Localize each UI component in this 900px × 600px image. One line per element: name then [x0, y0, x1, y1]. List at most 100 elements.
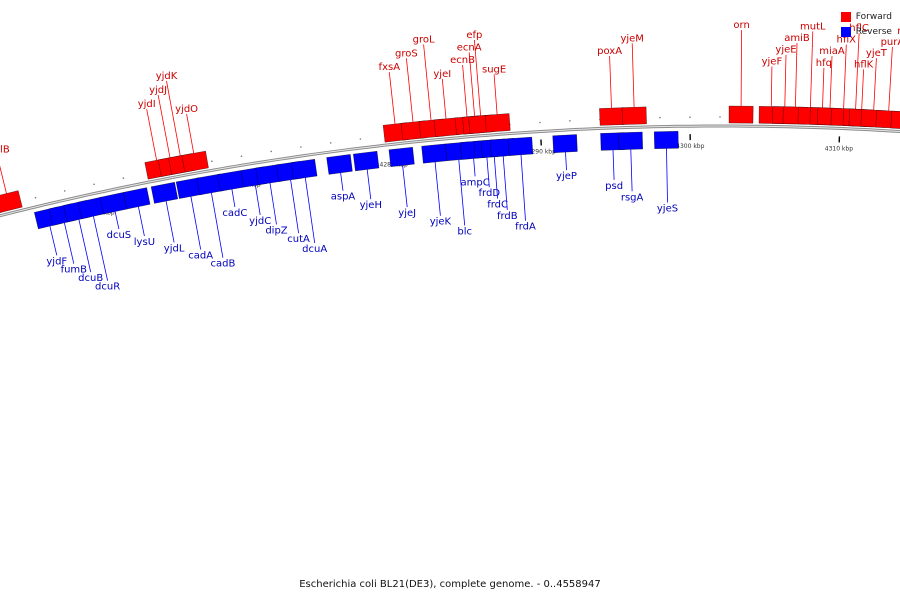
- gene-label: dcuR: [95, 282, 120, 293]
- scale-dot: [93, 183, 95, 186]
- gene-leader: [888, 46, 893, 111]
- gene-leader: [784, 54, 787, 107]
- gene-leader: [78, 219, 92, 273]
- gene-label: yjeF: [762, 57, 783, 68]
- scale-dot: [270, 150, 273, 153]
- gene-leader: [402, 165, 408, 208]
- legend-reverse-label: Reverse: [855, 26, 892, 37]
- gene-orn: [728, 105, 754, 124]
- gene-label: aspA: [331, 192, 356, 203]
- gene-leader: [406, 58, 414, 123]
- gene-leader: [770, 66, 773, 107]
- gene-leader: [0, 165, 7, 194]
- gene-frdA: [507, 136, 534, 156]
- gene-leader: [114, 211, 120, 230]
- gene-leader: [366, 169, 372, 200]
- gene-label: yjeI: [433, 69, 451, 80]
- gene-aspA: [326, 154, 353, 175]
- gene-leader: [304, 177, 316, 244]
- gene-nsrR: [890, 110, 900, 129]
- legend-reverse: Reverse: [840, 24, 892, 39]
- gene-label: hflX: [837, 35, 857, 46]
- scale-dot: [569, 120, 571, 122]
- gene-label: frdD: [479, 188, 501, 199]
- gene-leader: [441, 78, 447, 119]
- scale-tick-label: 4310 kbp: [825, 145, 853, 152]
- genome-caption: Escherichia coli BL21(DE3), complete gen…: [299, 579, 601, 590]
- gene-leader: [388, 72, 396, 124]
- gene-label: poxA: [597, 46, 622, 57]
- gene-leader: [493, 74, 498, 115]
- gene-leader: [255, 185, 261, 215]
- gene-label: sugE: [482, 65, 506, 76]
- gene-yjeK: [421, 143, 448, 164]
- gene-yjeS: [654, 131, 679, 149]
- gene-leader: [458, 159, 466, 226]
- gene-leader: [340, 172, 344, 191]
- gene-yjeP: [552, 134, 578, 153]
- gene-leader: [565, 152, 567, 171]
- gene-yjdO: [181, 150, 209, 173]
- gene-label: purA: [881, 37, 900, 48]
- gene-yjeH: [353, 151, 380, 172]
- gene-label: cadC: [222, 208, 247, 219]
- gene-leader: [473, 158, 476, 177]
- gene-label: frdA: [515, 222, 536, 233]
- gene-leader: [146, 109, 157, 161]
- gene-leader: [502, 156, 508, 210]
- gene-leader: [157, 94, 171, 158]
- gene-leader: [666, 148, 668, 203]
- scale-dot: [329, 142, 332, 144]
- gene-label: cadB: [210, 259, 235, 270]
- gene-leader: [486, 157, 490, 188]
- gene-leader: [520, 154, 526, 221]
- forward-track: nrfGgltPrpiByjdPyjdAyjcZproPmelAmelByjdI…: [0, 20, 900, 213]
- gene-label: yjeM: [620, 33, 643, 44]
- gene-leader: [843, 44, 847, 109]
- gene-leader: [186, 113, 195, 154]
- gene-label: yjeT: [866, 48, 888, 59]
- gene-leader: [190, 196, 202, 250]
- gene-label: yjdL: [164, 243, 185, 254]
- gene-label: ecnA: [457, 42, 482, 53]
- genome-backbone-highlight: [0, 125, 900, 217]
- gene-label: mutL: [800, 21, 826, 32]
- gene-leader: [138, 206, 145, 237]
- gene-label: groS: [395, 48, 418, 59]
- gene-leader: [423, 44, 432, 121]
- scale-dot: [211, 160, 213, 162]
- gene-leader: [631, 43, 635, 108]
- gene-label: cutA: [287, 234, 310, 245]
- scale-dot: [34, 196, 37, 199]
- scale-dot: [689, 116, 691, 118]
- gene-label: rsgA: [621, 192, 644, 203]
- gene-leader: [493, 156, 498, 199]
- scale-dot: [240, 155, 243, 157]
- gene-label: fxsA: [379, 62, 401, 73]
- gene-label: yjeJ: [398, 208, 416, 219]
- gene-label: yjeH: [360, 200, 382, 211]
- gene-label: yjdF: [46, 256, 67, 267]
- gene-label: blc: [457, 227, 472, 238]
- scale-tick-label: 4290 kbp: [528, 149, 556, 156]
- gene-label: nsrR: [897, 26, 900, 37]
- gene-label: dcuA: [302, 244, 327, 255]
- gene-label: melB: [0, 145, 10, 156]
- gene-leader: [166, 80, 181, 156]
- gene-yjeM: [621, 106, 647, 125]
- gene-yjeJ: [388, 147, 415, 167]
- legend-forward-label: Forward: [855, 11, 892, 22]
- gene-label: yjeS: [657, 204, 678, 215]
- gene-label: amiB: [784, 33, 810, 44]
- gene-leader: [434, 161, 441, 216]
- gene-leader: [810, 31, 814, 108]
- gene-leader: [795, 42, 798, 108]
- gene-yjdL: [150, 182, 178, 204]
- scale-dot: [719, 116, 721, 118]
- gene-label: yjdK: [156, 71, 178, 82]
- gene-label: ecnB: [450, 55, 475, 66]
- gene-label: yjdO: [175, 104, 198, 115]
- scale-tick-label: 4300 kbp: [676, 143, 704, 150]
- scale-dot: [539, 121, 541, 124]
